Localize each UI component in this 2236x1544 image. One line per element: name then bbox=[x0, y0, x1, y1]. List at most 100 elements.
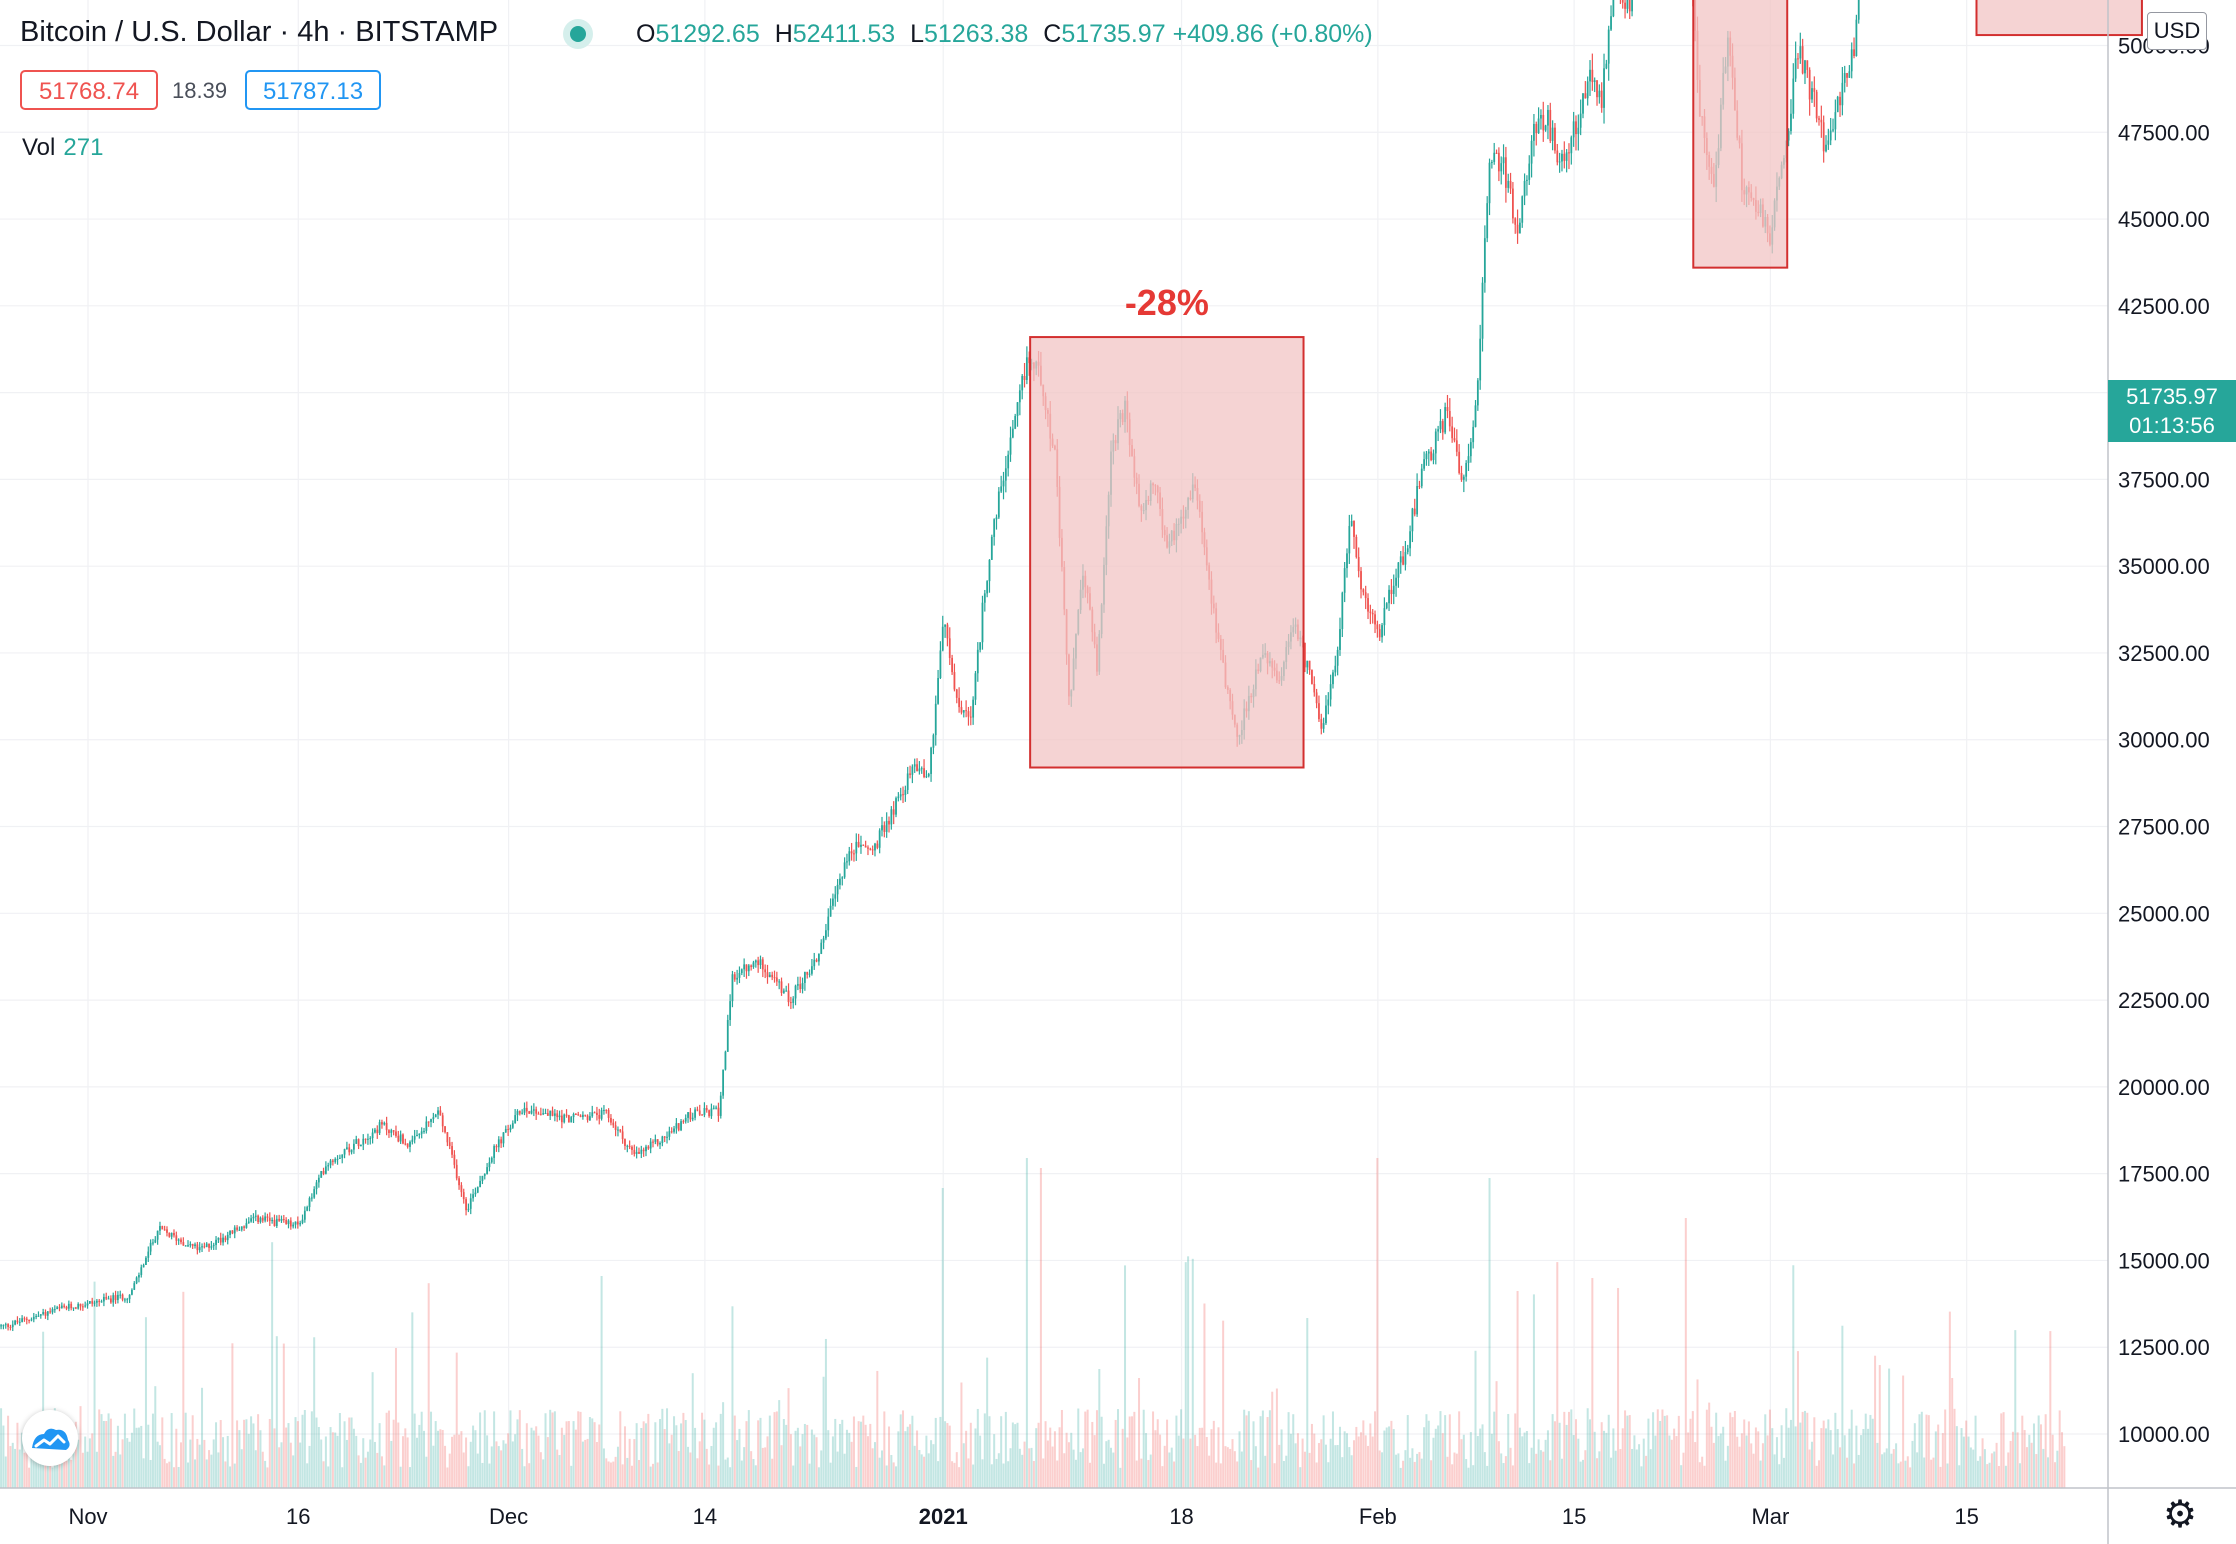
volume-bar bbox=[1820, 1428, 1823, 1488]
volume-bar bbox=[1413, 1461, 1416, 1488]
candle-body bbox=[1346, 553, 1348, 569]
candle-body bbox=[726, 1019, 729, 1052]
candle-body bbox=[1448, 411, 1451, 427]
volume-bar bbox=[1598, 1451, 1601, 1488]
buy-price-button[interactable]: 51787.13 bbox=[245, 70, 381, 110]
volume-bar bbox=[1553, 1421, 1556, 1488]
volume-bar bbox=[1187, 1256, 1190, 1488]
volume-bar bbox=[866, 1436, 869, 1488]
candle-body bbox=[794, 985, 797, 999]
volume-bar bbox=[479, 1412, 482, 1488]
volume-bar bbox=[1913, 1423, 1916, 1488]
volume-bar bbox=[1495, 1381, 1498, 1488]
volume-bar bbox=[1483, 1452, 1486, 1488]
candle-body bbox=[1332, 672, 1334, 685]
volume-bar bbox=[317, 1427, 320, 1488]
volume-bar bbox=[465, 1437, 468, 1488]
currency-button[interactable]: USD bbox=[2147, 12, 2207, 50]
volume-bar bbox=[1355, 1426, 1358, 1488]
volume-bar bbox=[1095, 1410, 1098, 1488]
candle-body bbox=[261, 1217, 264, 1221]
volume-legend[interactable]: Vol 271 bbox=[22, 134, 103, 162]
volume-bar bbox=[708, 1464, 711, 1488]
volume-bar bbox=[441, 1430, 444, 1488]
volume-bar bbox=[1446, 1456, 1449, 1488]
volume-bar bbox=[504, 1443, 507, 1488]
volume-bar bbox=[462, 1452, 465, 1488]
volume-bar bbox=[724, 1459, 727, 1488]
volume-bar bbox=[1348, 1447, 1351, 1488]
symbol-title[interactable]: Bitcoin / U.S. Dollar · 4h · BITSTAMP bbox=[20, 16, 499, 48]
candle-body bbox=[1589, 69, 1591, 82]
candle-body bbox=[1411, 508, 1414, 532]
spread-value: 18.39 bbox=[172, 78, 228, 103]
volume-bar bbox=[1855, 1425, 1858, 1488]
candle-body bbox=[941, 626, 944, 651]
volume-bar bbox=[1474, 1350, 1477, 1488]
volume-bar bbox=[1046, 1440, 1049, 1488]
ohlc-values: O51292.65 H52411.53 L51263.38 C51735.97 … bbox=[628, 20, 1373, 49]
volume-bar bbox=[1142, 1409, 1145, 1488]
candle-body bbox=[710, 1108, 713, 1117]
candle-body bbox=[953, 672, 956, 690]
volume-bar bbox=[1074, 1459, 1077, 1488]
candle-body bbox=[182, 1242, 185, 1246]
volume-bar bbox=[1923, 1457, 1926, 1488]
drawdown-box bbox=[1029, 336, 1305, 769]
x-tick-label: Mar bbox=[1751, 1504, 1789, 1529]
volume-bar bbox=[1308, 1452, 1311, 1488]
volume-bar bbox=[796, 1427, 799, 1488]
volume-bar bbox=[1640, 1466, 1643, 1488]
candle-body bbox=[990, 536, 993, 560]
candle-body bbox=[1334, 665, 1337, 673]
volume-bar bbox=[509, 1410, 512, 1488]
sell-price-button[interactable]: 51768.74 bbox=[20, 70, 158, 110]
volume-bar bbox=[91, 1433, 94, 1488]
candle-body bbox=[1320, 719, 1323, 729]
volume-bar bbox=[953, 1462, 956, 1488]
candle-body bbox=[619, 1129, 622, 1132]
candle-body bbox=[997, 491, 1000, 518]
volume-bar bbox=[584, 1439, 587, 1488]
candle-body bbox=[874, 843, 876, 851]
candle-body bbox=[285, 1219, 288, 1225]
volume-bar bbox=[1462, 1434, 1465, 1488]
candle-body bbox=[1792, 78, 1795, 114]
candle-body bbox=[1533, 123, 1535, 141]
candle-body bbox=[360, 1144, 362, 1147]
volume-bar bbox=[719, 1413, 722, 1488]
candle-body bbox=[556, 1113, 559, 1118]
volume-bar bbox=[1976, 1460, 1979, 1488]
candle-body bbox=[1355, 536, 1358, 557]
candle-body bbox=[1584, 93, 1587, 99]
volume-bar bbox=[1030, 1447, 1033, 1488]
market-status-icon[interactable] bbox=[570, 26, 586, 42]
volume-bar bbox=[740, 1460, 743, 1488]
candle-body bbox=[238, 1229, 241, 1231]
volume-bar bbox=[1827, 1419, 1830, 1488]
candle-body bbox=[656, 1139, 659, 1145]
candle-body bbox=[537, 1113, 540, 1115]
candle-body bbox=[224, 1237, 227, 1241]
volume-bar bbox=[72, 1444, 75, 1488]
volume-bar bbox=[123, 1413, 126, 1488]
candle-body bbox=[1432, 453, 1435, 461]
candle-body bbox=[799, 984, 802, 990]
candle-body bbox=[1794, 58, 1797, 79]
candle-body bbox=[818, 953, 820, 962]
candle-body bbox=[70, 1303, 73, 1309]
gear-icon[interactable]: ⚙ bbox=[2163, 1494, 2198, 1536]
x-tick-label: 15 bbox=[1954, 1504, 1978, 1529]
volume-bar bbox=[236, 1420, 239, 1488]
volume-bar bbox=[1084, 1411, 1087, 1488]
close-label: C bbox=[1043, 20, 1062, 48]
volume-bar bbox=[203, 1439, 206, 1488]
volume-bar bbox=[1661, 1409, 1664, 1488]
tradingview-logo-icon[interactable] bbox=[22, 1410, 78, 1466]
volume-bar bbox=[469, 1441, 472, 1488]
change-value: +409.86 (+0.80%) bbox=[1172, 20, 1373, 48]
volume-bar bbox=[18, 1449, 21, 1488]
volume-bar bbox=[1677, 1415, 1680, 1488]
candle-body bbox=[551, 1110, 554, 1116]
